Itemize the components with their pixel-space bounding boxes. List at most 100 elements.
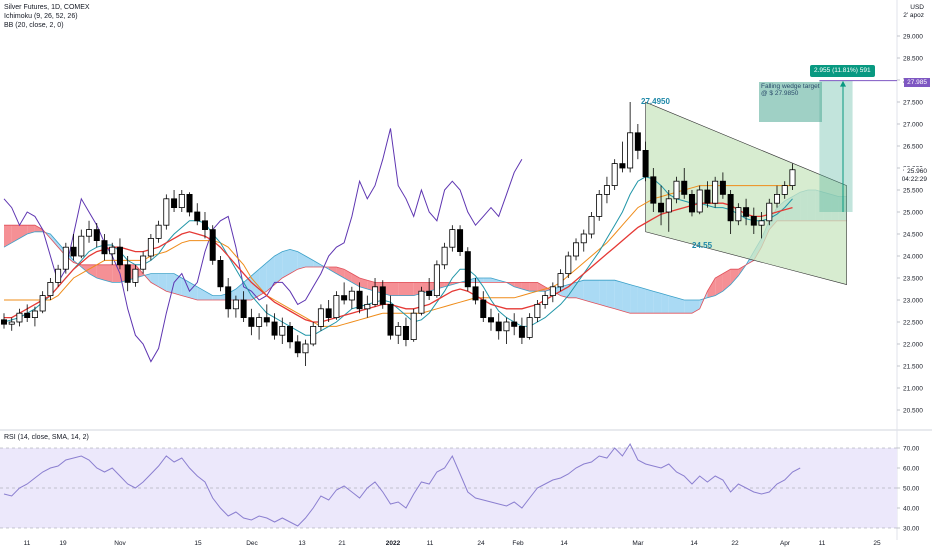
candle-body (611, 163, 618, 187)
time-tick-label: 15 (194, 540, 202, 547)
candle-body (449, 229, 456, 248)
candle-body (619, 163, 626, 169)
candle-body (140, 255, 147, 270)
candle-body (248, 317, 255, 327)
kumo-segment (197, 286, 205, 300)
kumo-segment (251, 269, 260, 300)
kumo-segment (606, 280, 615, 309)
time-tick-label: 19 (59, 540, 67, 547)
candle-body (263, 317, 270, 323)
wedge-low-label: 24.55 (692, 241, 713, 250)
price-tick-label: 25.500 (903, 187, 923, 194)
candle-body (217, 259, 224, 288)
kumo-segment (259, 262, 267, 296)
price-tick-label: 26.500 (903, 143, 923, 150)
candle-body (627, 132, 634, 169)
candle-body (62, 246, 69, 270)
candle-body (132, 268, 139, 283)
candle-body (565, 255, 572, 275)
candle-body (542, 295, 549, 305)
kumo-segment (158, 273, 167, 292)
candle-body (557, 273, 564, 288)
candle-body (735, 207, 742, 222)
candle-body (464, 251, 471, 288)
price-tick-label: 22.000 (903, 341, 923, 348)
time-tick-label: Nov (114, 540, 126, 547)
candle-body (418, 290, 425, 314)
candle-body (387, 303, 394, 336)
time-tick-label: 21 (338, 540, 346, 547)
kumo-segment (305, 256, 314, 267)
chart-title: Silver Futures, 1D, COMEX (4, 4, 90, 11)
ichimoku-legend[interactable]: Ichimoku (9, 26, 52, 26) (4, 13, 78, 20)
kumo-segment (668, 295, 677, 314)
kumo-segment (398, 282, 406, 296)
candle-body (47, 281, 54, 296)
kumo-segment (521, 282, 530, 292)
kumo-segment (406, 282, 414, 296)
bb-legend[interactable]: BB (20, close, 2, 0) (4, 22, 64, 29)
time-tick-label: 13 (298, 540, 306, 547)
candle-body (232, 299, 239, 310)
kumo-segment (483, 278, 491, 283)
currency-label[interactable]: USD 2' apoz (903, 4, 924, 20)
candle-body (518, 325, 525, 338)
kumo-segment (235, 282, 244, 300)
kumo-segment (189, 282, 198, 300)
candle-body (696, 189, 703, 213)
kumo-segment (336, 267, 345, 278)
kumo-segment (81, 264, 89, 274)
candle-body (441, 246, 448, 266)
candle-body (147, 237, 154, 257)
price-tick-label: 21.500 (903, 363, 923, 370)
target-projection-zone (819, 80, 853, 212)
candle-body (279, 325, 286, 336)
rsi-tick-label: 50.00 (903, 485, 920, 492)
kumo-segment (591, 280, 600, 305)
candle-body (225, 286, 232, 310)
time-tick-label: 11 (819, 540, 826, 547)
kumo-segment (583, 280, 592, 303)
candle-body (171, 198, 178, 209)
candle-body (163, 198, 170, 226)
kumo-segment (491, 278, 499, 283)
candle-body (426, 290, 433, 297)
candle-body (658, 202, 665, 213)
kumo-segment (359, 278, 368, 289)
kumo-segment (290, 249, 298, 274)
kumo-segment (27, 225, 35, 234)
kumo-segment (514, 282, 522, 289)
kumo-segment (313, 260, 321, 267)
rsi-legend[interactable]: RSI (14, close, SMA, 14, 2) (4, 434, 89, 441)
kumo-segment (645, 289, 654, 314)
candle-body (310, 325, 317, 345)
candle-body (781, 185, 788, 195)
kumo-segment (630, 284, 638, 314)
kumo-segment (637, 286, 646, 314)
candle-body (201, 220, 208, 231)
kumo-segment (707, 278, 716, 298)
candle-body (480, 299, 487, 319)
price-tick-label: 20.500 (903, 407, 923, 414)
candle-body (503, 321, 510, 332)
candle-body (789, 169, 796, 186)
candle-body (712, 180, 719, 204)
time-tick-label: 11 (427, 540, 434, 547)
candle-body (665, 198, 672, 213)
target-note-box[interactable]: Falling wedge target @ $ 27.9850 (759, 82, 822, 122)
candle-body (688, 193, 695, 213)
candle-body (634, 132, 641, 151)
candle-body (70, 246, 77, 257)
kumo-segment (282, 249, 290, 278)
candle-body (487, 317, 494, 323)
candle-body (549, 286, 556, 296)
price-tick-label: 25.000 (903, 209, 923, 216)
candle-body (642, 149, 649, 178)
candle-body (379, 286, 386, 305)
candle-body (348, 290, 355, 301)
wedge-high-label: 27.4950 (641, 97, 670, 106)
kumo-segment (576, 280, 584, 300)
candle-body (317, 308, 324, 327)
kumo-segment (205, 291, 213, 300)
kumo-segment (421, 282, 430, 294)
